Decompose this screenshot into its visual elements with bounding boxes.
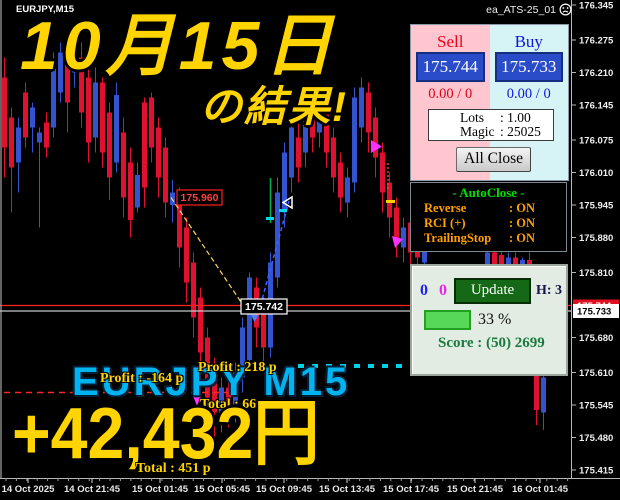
autoclose-trailingstop-value: : ON <box>509 231 536 245</box>
autoclose-title: - AutoClose - <box>452 185 525 200</box>
autoclose-trailingstop-label: TrailingStop <box>424 231 492 245</box>
autoclose-row-trailingstop: TrailingStop : ON <box>411 231 566 246</box>
buy-price-button[interactable]: 175.733 <box>494 52 563 82</box>
svg-text:15 Oct 13:45: 15 Oct 13:45 <box>319 484 376 495</box>
magic-value: : 25025 <box>500 124 541 139</box>
sell-price-button[interactable]: 175.744 <box>416 52 485 82</box>
overlay-profit-amount: +42,432円 <box>12 394 320 474</box>
svg-text:175.960: 175.960 <box>181 192 219 204</box>
overlay-symbol-title: EURJPY M15 <box>72 360 351 404</box>
autoclose-row-reverse: Reverse : ON <box>411 201 566 216</box>
smiley-face-icon <box>559 3 572 16</box>
update-panel: 0 0 Update H: 3 33 % Score : (50) 2699 <box>410 264 568 376</box>
svg-text:14 Oct 21:45: 14 Oct 21:45 <box>64 484 121 495</box>
svg-text:175.880: 175.880 <box>579 233 613 244</box>
autoclose-reverse-value: : ON <box>509 201 536 215</box>
score-label: Score : (50) 2699 <box>438 335 545 351</box>
autoclose-reverse-label: Reverse <box>424 201 467 215</box>
profit-label-2: Profit : -164 p <box>100 371 184 386</box>
svg-text:176.075: 176.075 <box>579 136 614 147</box>
lots-magic-box: Lots : 1.00 Magic : 25025 <box>428 109 554 141</box>
trade-panel: Sell 175.744 0.00 / 0 Buy 175.733 0.00 /… <box>410 24 569 181</box>
svg-text:15 Oct 21:45: 15 Oct 21:45 <box>447 484 504 495</box>
svg-text:175.810: 175.810 <box>579 268 613 279</box>
lots-value: : 1.00 <box>500 110 531 125</box>
svg-text:15 Oct 09:45: 15 Oct 09:45 <box>256 484 313 495</box>
svg-text:15 Oct 05:45: 15 Oct 05:45 <box>194 484 251 495</box>
progress-bar <box>424 310 471 330</box>
svg-text:175.610: 175.610 <box>579 368 613 379</box>
svg-text:175.415: 175.415 <box>579 466 614 477</box>
progress-percent-label: 33 % <box>478 311 512 328</box>
chart-symbol-label: EURJPY,M15 <box>16 4 75 15</box>
ea-name-label: ea_ATS-25_01 <box>486 3 556 16</box>
total-label-bottom: Total : 451 p <box>136 461 211 476</box>
hedge-count-label: H: 3 <box>536 283 563 298</box>
svg-text:176.345: 176.345 <box>579 1 614 12</box>
svg-text:176.210: 176.210 <box>579 68 613 79</box>
overlay-result-title: の結果! <box>200 83 348 130</box>
svg-text:15 Oct 17:45: 15 Oct 17:45 <box>383 484 440 495</box>
update-button[interactable]: Update <box>454 278 531 304</box>
magic-label: Magic <box>460 124 495 139</box>
autoclose-rci-label: RCI (+) <box>424 216 466 230</box>
svg-text:175.480: 175.480 <box>579 433 613 444</box>
autoclose-rci-value: : ON <box>509 216 536 230</box>
sell-stats: 0.00 / 0 <box>428 86 473 102</box>
autoclose-row-rci: RCI (+) : ON <box>411 216 566 231</box>
svg-text:175.545: 175.545 <box>579 401 614 412</box>
autoclose-panel: - AutoClose - Reverse : ON RCI (+) : ON … <box>410 182 567 252</box>
svg-text:175.733: 175.733 <box>577 307 611 318</box>
all-close-button[interactable]: All Close <box>456 147 531 172</box>
overlay-date-title: 10月15日 <box>20 8 338 84</box>
count-magenta: 0 <box>439 282 447 299</box>
svg-text:175.680: 175.680 <box>579 333 613 344</box>
svg-text:176.145: 176.145 <box>579 101 614 112</box>
count-blue: 0 <box>420 282 428 299</box>
sell-label: Sell <box>437 32 464 51</box>
lots-label: Lots <box>460 110 485 125</box>
svg-text:14 Oct 2025: 14 Oct 2025 <box>2 484 56 495</box>
total-label-mid: Total : 66 <box>200 397 257 412</box>
profit-label-1: Profit : 218 p <box>198 360 277 375</box>
svg-text:175.742: 175.742 <box>245 301 283 313</box>
svg-text:16 Oct 01:45: 16 Oct 01:45 <box>512 484 569 495</box>
buy-stats: 0.00 / 0 <box>506 86 551 102</box>
ea-title-row: ea_ATS-25_01 <box>440 3 572 16</box>
svg-text:176.275: 176.275 <box>579 36 614 47</box>
svg-text:175.945: 175.945 <box>579 201 614 212</box>
buy-label: Buy <box>514 32 543 51</box>
svg-text:176.010: 176.010 <box>579 168 613 179</box>
svg-text:15 Oct 01:45: 15 Oct 01:45 <box>132 484 189 495</box>
